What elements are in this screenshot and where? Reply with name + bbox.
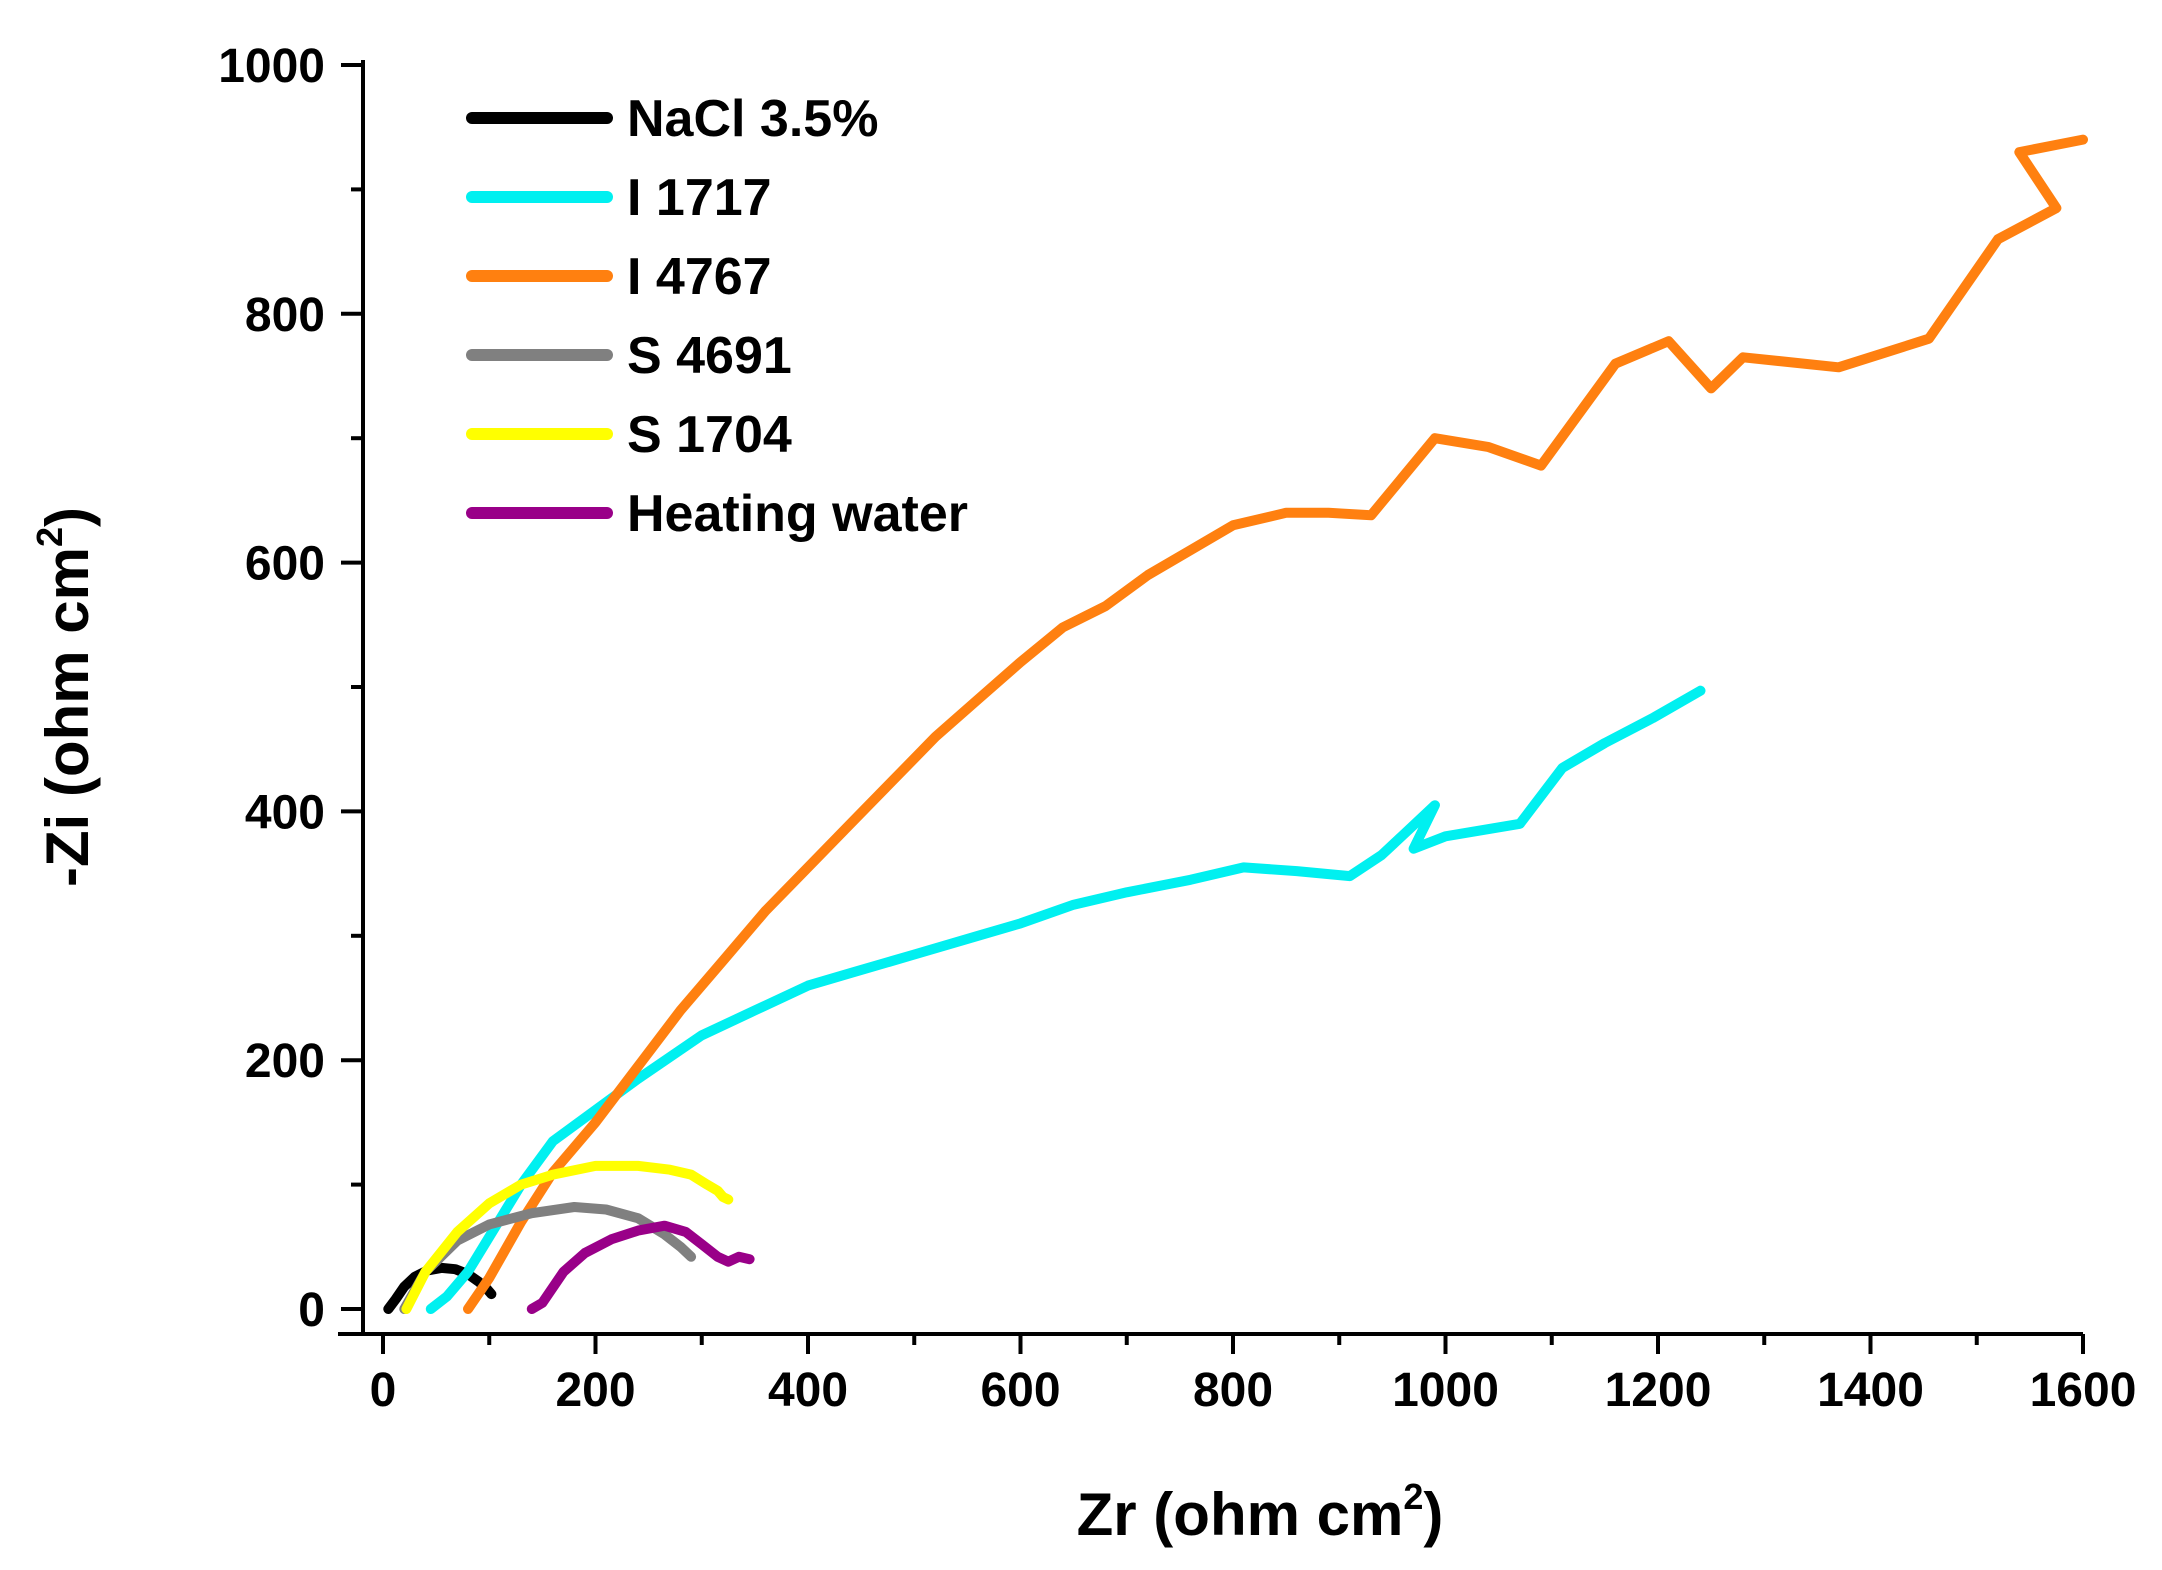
x-ticks: 0 200 400 600 800 1000 1200 1400 1600: [370, 1334, 2137, 1417]
x-tick-label: 1000: [1392, 1364, 1499, 1417]
legend-label-s-4691: S 4691: [627, 327, 792, 385]
y-tick-label: 0: [298, 1284, 325, 1337]
x-tick-label: 600: [980, 1364, 1060, 1417]
legend: NaCl 3.5% I 1717 I 4767 S 4691 S 1704 Heating…: [466, 90, 968, 543]
plot-lines: [383, 134, 2088, 1314]
series-line-heating-water: [526, 1220, 755, 1314]
x-tick-label: 1600: [2030, 1364, 2137, 1417]
legend-label-i-1717: I 1717: [627, 169, 772, 227]
y-axis-title: -Zi (ohm cm2): [29, 507, 101, 887]
legend-label-nacl-3-5: NaCl 3.5%: [627, 90, 878, 148]
legend-label-heating-water: Heating water: [627, 485, 968, 543]
y-tick-label: 200: [245, 1035, 325, 1088]
x-tick-label: 200: [555, 1364, 635, 1417]
series-line-i-4767: [463, 134, 2088, 1314]
y-tick-label: 800: [245, 289, 325, 342]
x-tick-label: 1200: [1605, 1364, 1712, 1417]
y-ticks: 0 200 400 600 800 1000: [218, 40, 363, 1337]
legend-label-s-1704: S 1704: [627, 406, 792, 464]
series-line-i-1717: [425, 685, 1706, 1314]
x-axis-title: Zr (ohm cm2): [1077, 1476, 1444, 1548]
y-tick-label: 1000: [218, 40, 325, 93]
x-tick-label: 1400: [1817, 1364, 1924, 1417]
legend-label-i-4767: I 4767: [627, 248, 772, 306]
y-tick-label: 400: [245, 786, 325, 839]
series-line-s-1704: [401, 1160, 734, 1314]
x-tick-label: 0: [370, 1364, 397, 1417]
x-tick-label: 800: [1193, 1364, 1273, 1417]
x-tick-label: 400: [768, 1364, 848, 1417]
y-tick-label: 600: [245, 538, 325, 591]
